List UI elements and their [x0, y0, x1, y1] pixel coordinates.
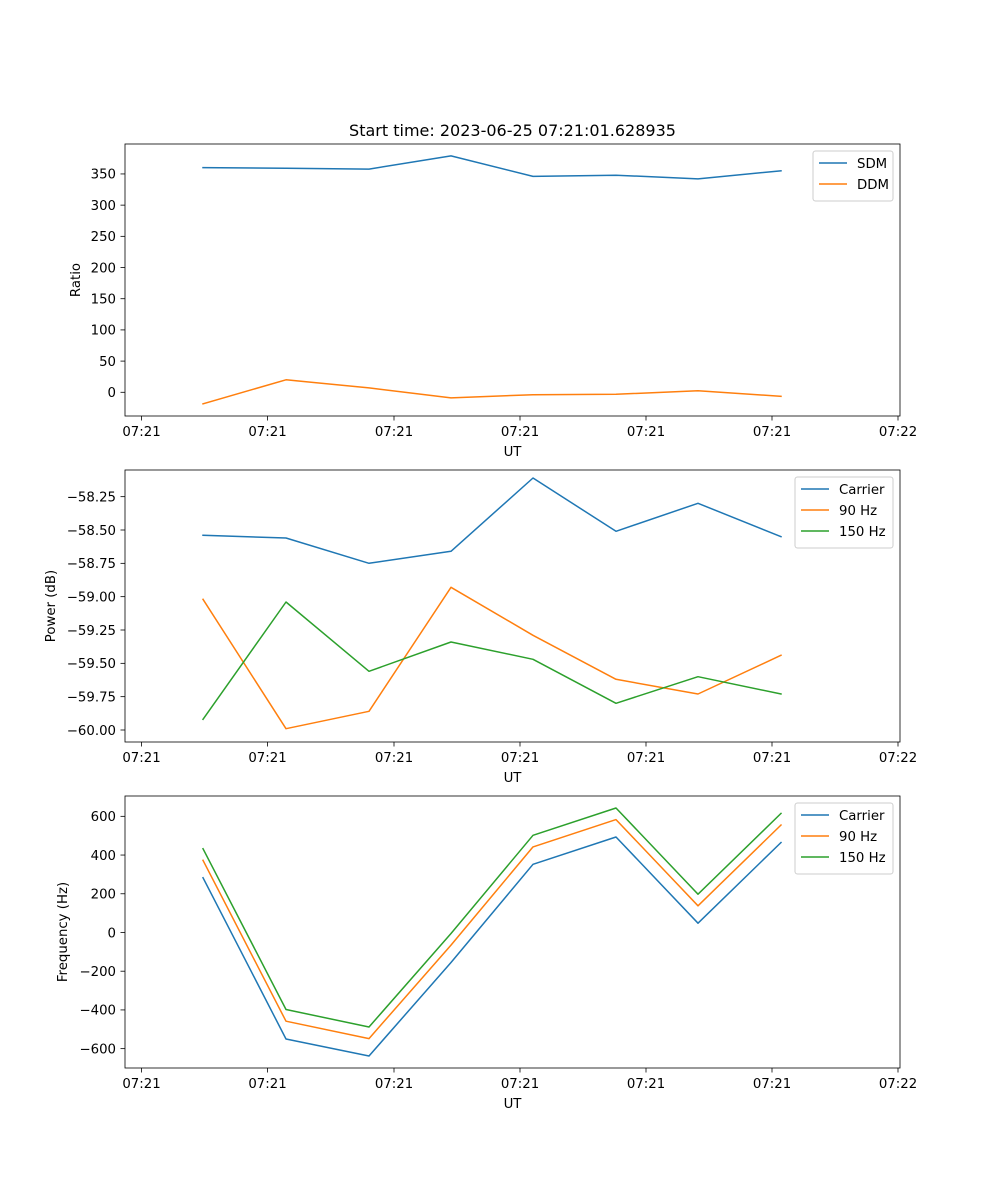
series-line-150-hz [201, 807, 783, 1028]
axes-frame [124, 143, 901, 417]
legend-label: SDM [857, 157, 887, 172]
legend-label: 150 Hz [839, 525, 886, 540]
series-line-sdm [202, 155, 782, 180]
legend-label: DDM [857, 178, 889, 193]
y-tick-label: −600 [79, 1042, 116, 1057]
y-tick-label: −58.25 [67, 490, 116, 505]
y-tick-label: −58.75 [67, 557, 116, 572]
y-tick-label: 100 [91, 324, 116, 339]
x-tick-label: 07:21 [248, 751, 286, 766]
x-tick-label: 07:21 [753, 1077, 791, 1092]
y-tick-label: −60.00 [67, 724, 116, 739]
y-tick-label: −59.25 [67, 624, 116, 639]
x-tick-label: 07:21 [375, 425, 413, 440]
x-axis-label: UT [504, 1097, 523, 1112]
series-line-carrier [201, 836, 783, 1057]
x-tick-label: 07:21 [753, 425, 791, 440]
y-tick-label: 400 [91, 849, 116, 864]
y-tick-label: −58.50 [67, 524, 116, 539]
legend: Carrier 90 Hz 150 Hz [794, 802, 894, 875]
x-tick-label: 07:21 [627, 1077, 665, 1092]
legend: SDM DDM [812, 150, 894, 202]
x-tick-label: 07:21 [375, 1077, 413, 1092]
y-tick-label: −59.75 [67, 690, 116, 705]
y-tick-label: 0 [108, 386, 116, 401]
legend-label: 150 Hz [839, 851, 886, 866]
x-tick-label: 07:21 [248, 425, 286, 440]
legend-label: Carrier [839, 809, 885, 824]
x-tick-label: 07:22 [879, 1077, 917, 1092]
legend-label: 90 Hz [839, 504, 877, 519]
x-tick-label: 07:21 [248, 1077, 286, 1092]
x-tick-label: 07:21 [501, 425, 539, 440]
subplots: 07:21 07:21 07:21 07:21 07:21 07:21 07:22 0 50 10… [44, 143, 917, 1112]
y-tick-label: 350 [91, 168, 116, 183]
x-tick-label: 07:21 [753, 751, 791, 766]
y-axis-label: Ratio [69, 263, 84, 297]
subplot-3: 07:21 07:21 07:21 07:21 07:21 07:21 07:22 −600 −… [56, 795, 917, 1112]
x-tick-label: 07:22 [879, 751, 917, 766]
series-line-ddm [202, 379, 782, 405]
y-tick-label: 300 [91, 199, 116, 214]
x-tick-label: 07:21 [501, 1077, 539, 1092]
x-tick-label: 07:21 [501, 751, 539, 766]
legend: Carrier 90 Hz 150 Hz [794, 476, 894, 549]
x-tick-label: 07:21 [122, 751, 160, 766]
y-tick-label: 50 [99, 355, 116, 370]
y-tick-label: −200 [79, 965, 116, 980]
axes-frame [124, 795, 901, 1069]
series-line-carrier [202, 477, 782, 565]
x-tick-label: 07:21 [122, 425, 160, 440]
x-axis-label: UT [504, 771, 523, 786]
x-tick-label: 07:21 [627, 425, 665, 440]
x-tick-label: 07:21 [627, 751, 665, 766]
series-line-150-hz [201, 601, 782, 721]
legend-label: Carrier [839, 483, 885, 498]
y-tick-label: 150 [91, 293, 116, 308]
subplot-2: 07:21 07:21 07:21 07:21 07:21 07:21 07:22 −60.0… [44, 469, 917, 786]
figure-title: Start time: 2023-06-25 07:21:01.628935 [349, 121, 676, 140]
legend-label: 90 Hz [839, 830, 877, 845]
y-axis-label: Power (dB) [44, 570, 59, 642]
y-tick-label: 250 [91, 230, 116, 245]
y-tick-label: 0 [108, 926, 116, 941]
x-tick-label: 07:22 [879, 425, 917, 440]
axes-frame [124, 469, 901, 743]
x-axis-label: UT [504, 445, 523, 460]
y-axis-label: Frequency (Hz) [56, 882, 71, 982]
x-tick-label: 07:21 [375, 751, 413, 766]
series-line-90-hz [201, 818, 783, 1040]
y-tick-label: −400 [79, 1004, 116, 1019]
subplot-1: 07:21 07:21 07:21 07:21 07:21 07:21 07:22 0 50 10… [69, 143, 917, 460]
y-tick-label: −59.00 [67, 590, 116, 605]
x-tick-label: 07:21 [122, 1077, 160, 1092]
y-tick-label: 200 [91, 261, 116, 276]
y-tick-label: −59.50 [67, 657, 116, 672]
series-line-90-hz [201, 586, 782, 730]
y-tick-label: 200 [91, 888, 116, 903]
y-tick-label: 600 [91, 810, 116, 825]
